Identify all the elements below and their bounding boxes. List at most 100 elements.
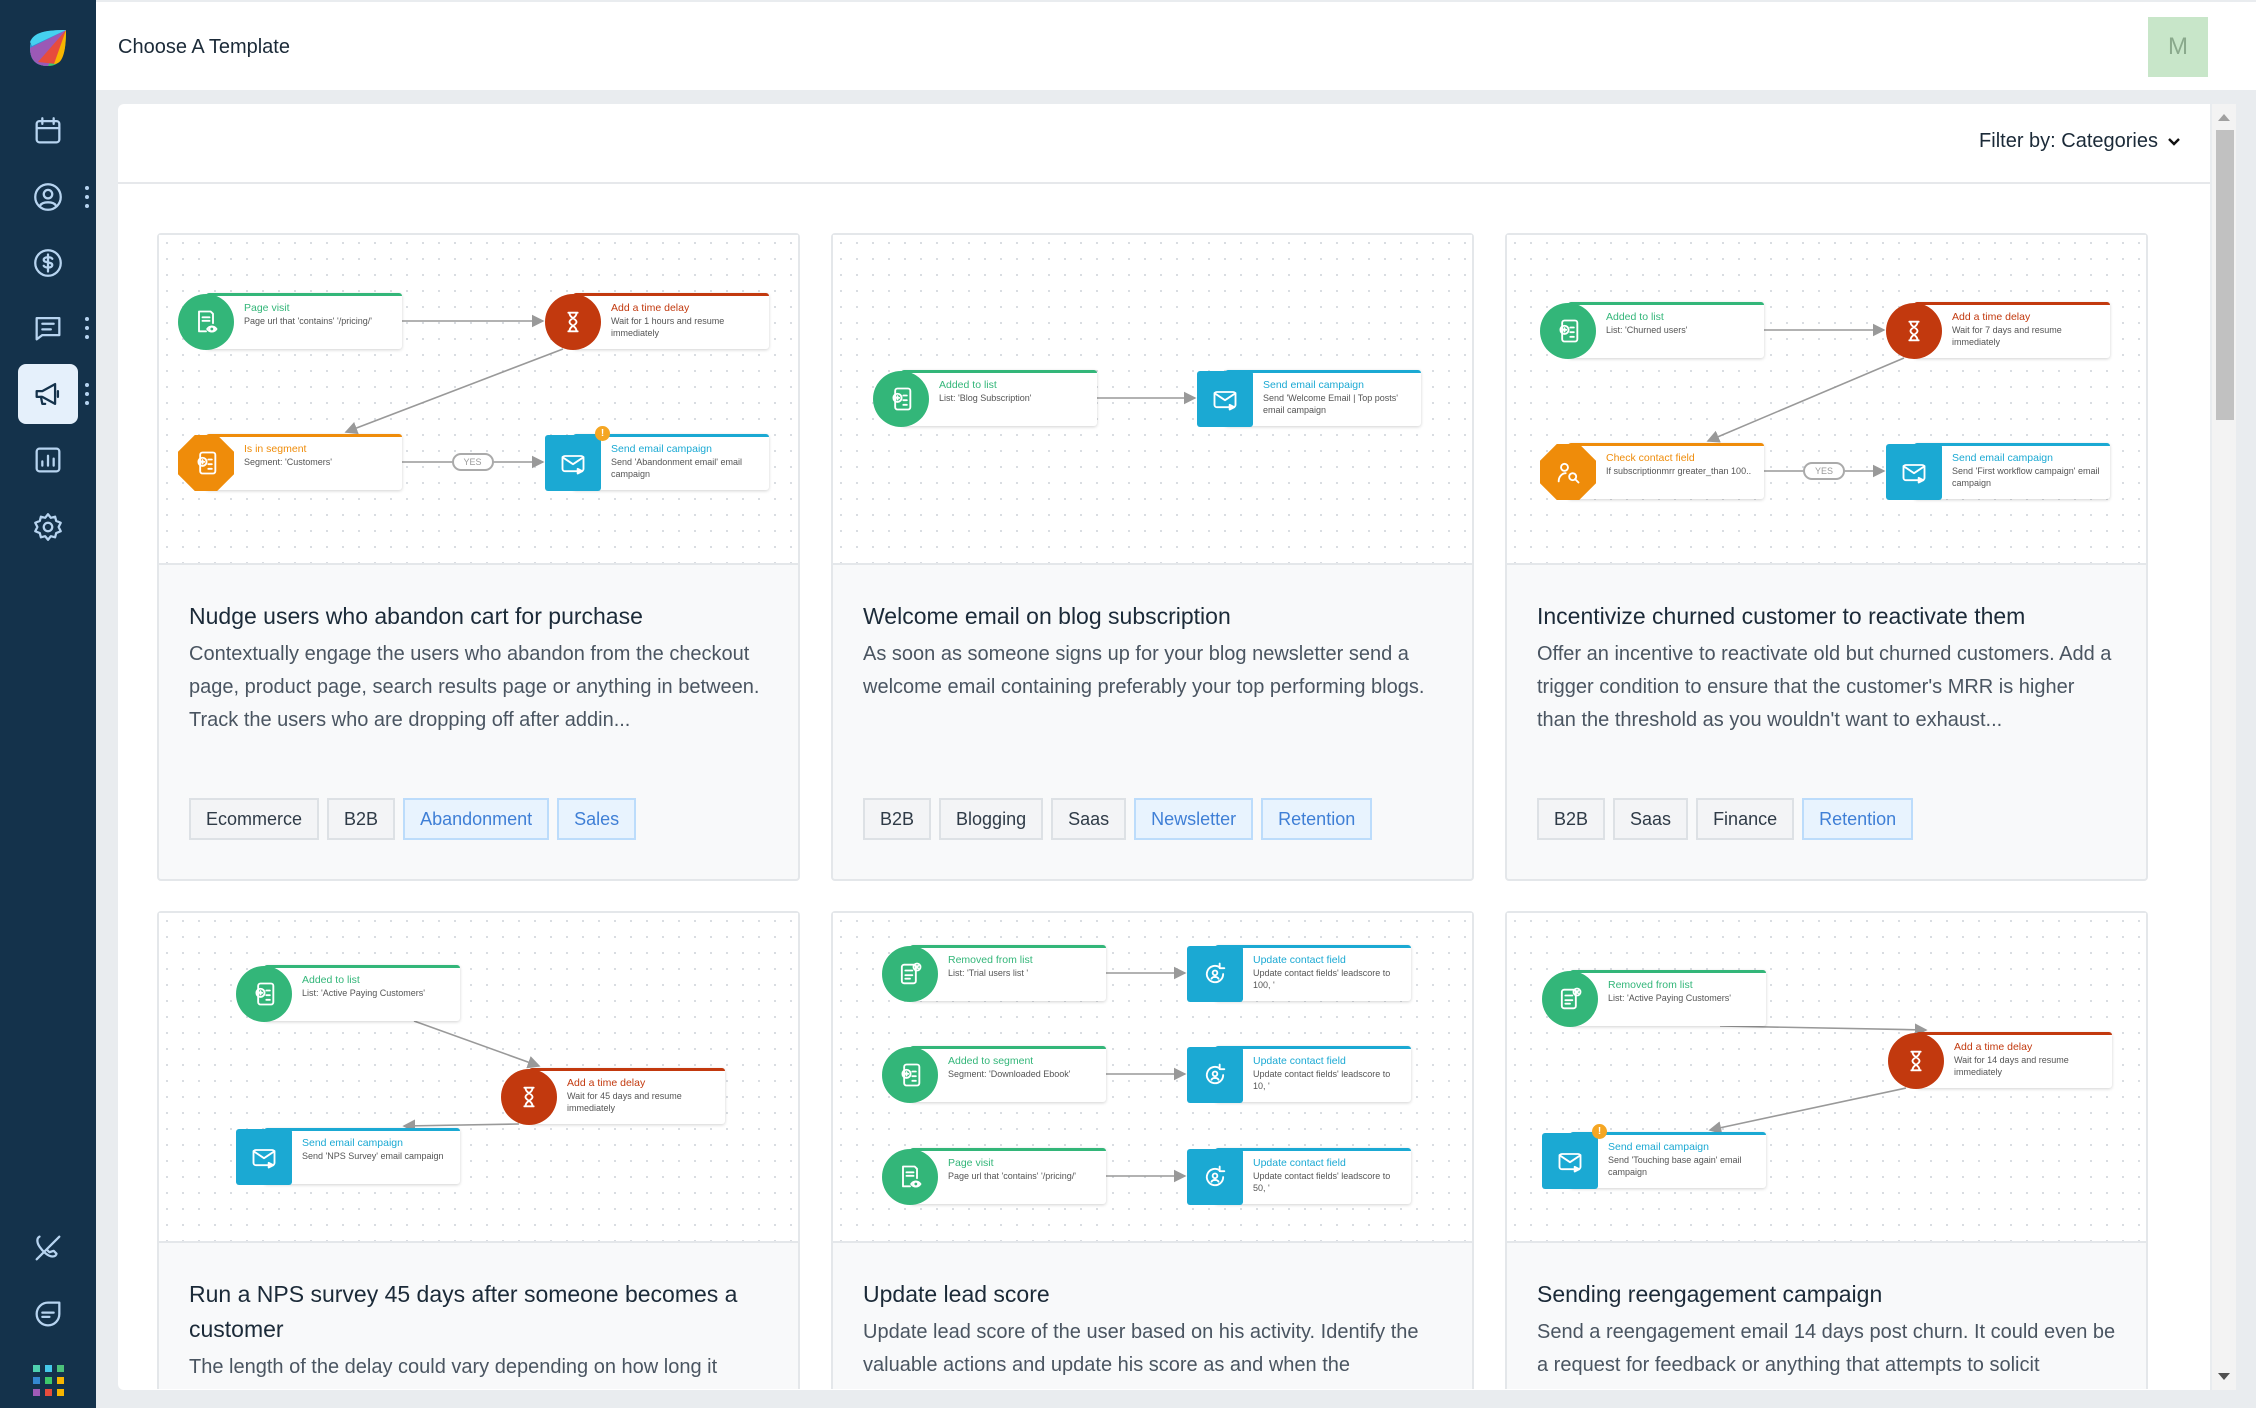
template-title[interactable]: Nudge users who abandon cart for purchas…: [189, 603, 643, 629]
edge-label-yes: YES: [1803, 462, 1845, 480]
workflow-node-condition: Check contact field If subscriptionmrr gr…: [1540, 443, 1764, 500]
node-icon-badge: [1540, 303, 1596, 359]
node-detail: Wait for 1 hours and resume immediately: [611, 316, 725, 338]
chat-icon: [35, 1301, 61, 1327]
template-card[interactable]: Added to list List: 'Blog Subscription' Se…: [831, 233, 1474, 881]
template-card[interactable]: Removed from list List: 'Trial users list…: [831, 911, 1474, 1389]
template-title[interactable]: Incentivize churned customer to reactiva…: [1537, 603, 2026, 629]
workflow-node-trigger: Removed from list List: 'Active Paying Cu…: [1542, 970, 1766, 1027]
node-title: Add a time delay: [1952, 311, 2031, 323]
node-icon-badge: [1886, 303, 1942, 359]
node-title: Added to segment: [948, 1055, 1034, 1067]
node-detail: Send 'Abandonment email' email campaign: [611, 457, 743, 479]
app-logo[interactable]: [26, 26, 70, 70]
node-detail: Segment: 'Downloaded Ebook': [948, 1069, 1071, 1079]
workflow-edges: [1706, 323, 1905, 478]
avatar[interactable]: M: [2148, 17, 2208, 77]
hourglass-icon: [1908, 320, 1920, 342]
workflow-node-action: Send email campaign Send 'NPS Survey' ema…: [236, 1128, 460, 1185]
sidebar-item-deals[interactable]: [18, 233, 78, 293]
node-detail: Send 'Welcome Email | Top posts' email c…: [1263, 393, 1399, 415]
template-title[interactable]: Update lead score: [863, 1281, 1050, 1307]
workflow-node-action: Send email campaign Send 'Abandonment ema…: [545, 426, 769, 491]
hourglass-icon: [523, 1086, 535, 1108]
template-description: Offer an incentive to reactivate old but…: [1537, 643, 2112, 731]
workflow-edges: [344, 314, 564, 469]
node-icon-badge: [545, 435, 601, 491]
filter-categories-dropdown[interactable]: Filter by: Categories: [1979, 130, 2182, 153]
scroll-up-arrow[interactable]: [2218, 114, 2230, 121]
node-icon-badge: [501, 1069, 557, 1125]
category-tag[interactable]: Ecommerce: [189, 798, 320, 840]
template-card[interactable]: YES Added to list List: 'Churned users' Add…: [1505, 233, 2148, 881]
contacts-menu-dots[interactable]: [84, 186, 90, 208]
scrollbar[interactable]: [2212, 104, 2236, 1390]
workflow-preview: Removed from list List: 'Active Paying Cu…: [1507, 913, 2146, 1243]
node-title: Check contact field: [1606, 452, 1695, 464]
node-title: Send email campaign: [302, 1137, 403, 1149]
sidebar-item-phone[interactable]: [18, 1218, 78, 1278]
workflow-node-action: Send email campaign Send 'First workflow …: [1886, 443, 2110, 500]
category-tag[interactable]: Saas: [1051, 798, 1127, 840]
category-tag[interactable]: Sales: [557, 798, 637, 840]
marketing-menu-dots[interactable]: [84, 383, 90, 405]
category-tag[interactable]: B2B: [327, 798, 396, 840]
template-card[interactable]: Removed from list List: 'Active Paying Cu…: [1505, 911, 2148, 1389]
marketing-icon: [35, 382, 60, 406]
workflow-edge: [1708, 1087, 1907, 1134]
workflow-edges: [402, 1020, 541, 1133]
node-title: Removed from list: [948, 954, 1033, 966]
template-card[interactable]: YES Page visit Page url that 'contains' '/…: [157, 233, 800, 881]
node-icon-badge: [178, 435, 234, 491]
sidebar-item-settings[interactable]: [18, 497, 78, 557]
chevron-down-icon: [2168, 137, 2180, 146]
sidebar-item-calendar[interactable]: [18, 101, 78, 161]
category-tag[interactable]: Saas: [1613, 798, 1689, 840]
workflow-preview: Added to list List: 'Blog Subscription' Se…: [833, 235, 1472, 565]
category-tag[interactable]: Blogging: [939, 798, 1044, 840]
category-tag[interactable]: Finance: [1696, 798, 1795, 840]
category-tag[interactable]: B2B: [1537, 798, 1606, 840]
scroll-down-arrow[interactable]: [2218, 1373, 2230, 1380]
sidebar-item-conversations[interactable]: [18, 298, 78, 358]
template-title[interactable]: Welcome email on blog subscription: [863, 603, 1231, 629]
sidebar-item-contacts[interactable]: [18, 167, 78, 227]
node-title: Update contact field: [1253, 1055, 1346, 1067]
apps-grid-icon[interactable]: [33, 1365, 64, 1396]
category-tag[interactable]: Abandonment: [403, 798, 550, 840]
workflow-node-trigger: Added to segment Segment: 'Downloaded Ebo…: [882, 1046, 1106, 1103]
list-remove-icon: [1560, 987, 1582, 1010]
template-title[interactable]: Sending reengagement campaign: [1537, 1281, 1883, 1307]
workflow-node-action: Update contact field Update contact field…: [1187, 945, 1411, 1002]
node-detail: Send 'NPS Survey' email campaign: [302, 1151, 444, 1161]
category-tag[interactable]: Newsletter: [1134, 798, 1254, 840]
node-title: Update contact field: [1253, 1157, 1346, 1169]
email-icon: [252, 1149, 276, 1169]
node-title: Page visit: [244, 302, 290, 314]
workflow-edges: [1097, 391, 1197, 405]
warning-icon: !: [1592, 1124, 1607, 1139]
node-detail: Send 'First workflow campaign' email cam…: [1952, 466, 2100, 488]
node-icon-badge: [882, 1047, 938, 1103]
page-visit-icon: [198, 310, 218, 333]
node-detail: If subscriptionmrr greater_than 100..: [1606, 466, 1752, 476]
template-card[interactable]: Added to list List: 'Active Paying Custom…: [157, 911, 800, 1389]
workflow-node-action: Send email campaign Send 'Touching base a…: [1542, 1124, 1766, 1189]
filter-label: Filter by: Categories: [1979, 130, 2158, 152]
scrollbar-thumb[interactable]: [2216, 130, 2234, 420]
workflow-node-trigger: Added to list List: 'Active Paying Custom…: [236, 965, 460, 1022]
category-tag[interactable]: Retention: [1802, 798, 1914, 840]
category-tag[interactable]: B2B: [863, 798, 932, 840]
workflow-edge: [1719, 1023, 1928, 1037]
conversations-menu-dots[interactable]: [84, 317, 90, 339]
sidebar-item-reports[interactable]: [18, 430, 78, 490]
reports-icon: [35, 447, 61, 473]
node-detail: List: 'Blog Subscription': [939, 393, 1032, 403]
node-title: Send email campaign: [1952, 452, 2053, 464]
category-tag[interactable]: Retention: [1261, 798, 1373, 840]
node-detail: List: 'Active Paying Customers': [1608, 993, 1731, 1003]
sidebar-item-chat[interactable]: [18, 1284, 78, 1344]
sidebar-item-marketing[interactable]: [18, 364, 78, 424]
node-icon-badge: [873, 371, 929, 427]
template-title[interactable]: Run a NPS survey 45 days after someone b…: [189, 1281, 738, 1342]
